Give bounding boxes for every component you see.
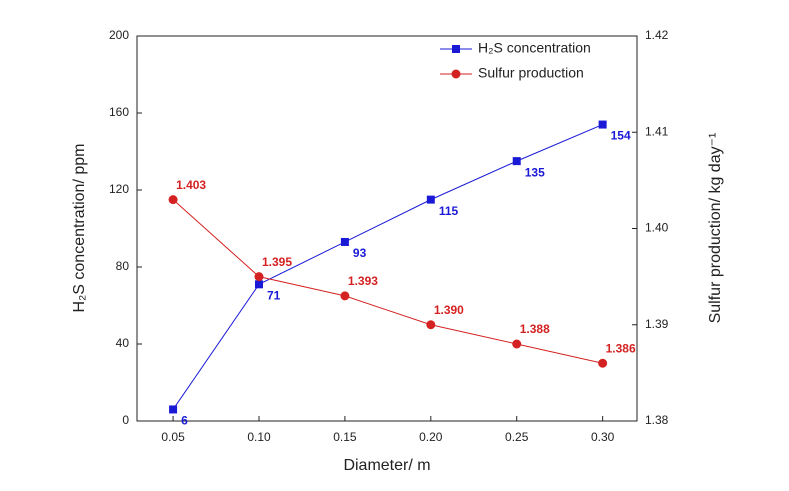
data-label: 1.388 [520,322,550,336]
y-tick-label: 200 [109,28,129,42]
data-label: 1.403 [176,178,206,192]
y2-tick-label: 1.41 [645,124,669,138]
series-line [172,199,603,364]
data-point [598,358,608,368]
legend-label: Sulfur production [478,65,584,81]
x-tick-label: 0.20 [419,430,443,444]
data-label: 71 [267,288,281,302]
y-tick-label: 120 [109,182,129,196]
series-line [172,124,603,410]
data-label: 93 [353,246,367,260]
y-axis-title: H₂S concentration/ ppm [71,144,88,313]
data-point [168,195,178,205]
data-point [340,237,349,246]
data-label: 1.390 [434,303,464,317]
y2-tick-label: 1.38 [645,413,669,427]
legend-marker [452,45,460,53]
y-tick-label: 40 [116,336,130,350]
plot-frame [136,35,638,422]
legend-marker [451,69,461,79]
data-point [598,120,607,129]
data-label: 1.386 [606,341,636,355]
y2-tick-label: 1.42 [645,28,669,42]
x-tick-label: 0.25 [505,430,529,444]
data-point [512,339,522,349]
y-tick-label: 160 [109,105,129,119]
data-point [169,405,178,414]
y-tick-label: 80 [116,259,130,273]
data-point [340,291,350,301]
data-point [512,157,521,166]
x-tick-label: 0.05 [161,430,185,444]
y2-tick-label: 1.40 [645,221,669,235]
data-point [426,320,436,330]
x-axis-title: Diameter/ m [343,457,430,474]
y2-tick-label: 1.39 [645,317,669,331]
x-tick-label: 0.10 [247,430,271,444]
data-label: 1.393 [348,274,378,288]
data-point [426,195,435,204]
data-label: 1.395 [262,255,292,269]
data-point [254,272,264,282]
y2-axis-title: Sulfur production/ kg day⁻¹ [707,133,724,324]
x-tick-label: 0.30 [591,430,615,444]
data-point [254,280,263,289]
data-label: 115 [439,204,459,218]
data-label: 135 [525,165,545,179]
legend-label: H₂S concentration [478,40,591,56]
data-label: 154 [611,129,631,143]
data-label: 6 [181,414,188,428]
x-tick-label: 0.15 [333,430,357,444]
y-tick-label: 0 [122,413,129,427]
